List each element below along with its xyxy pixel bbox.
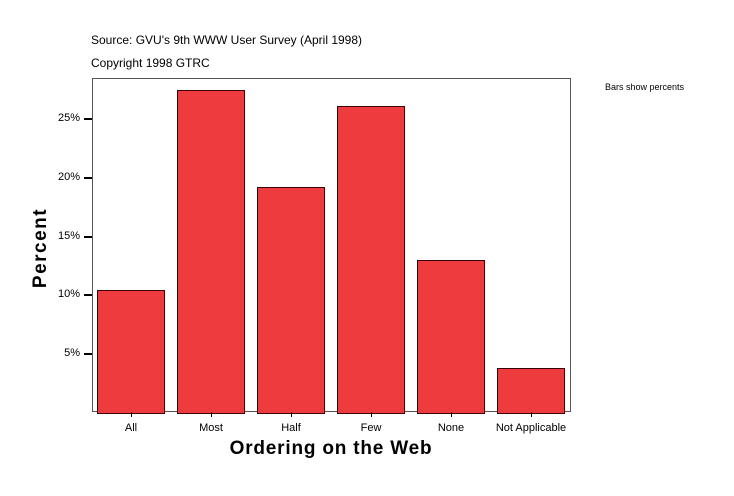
x-tick-label: None [437, 422, 465, 434]
x-tick-label: All [124, 422, 138, 434]
plot-area [92, 78, 571, 414]
x-tick [211, 412, 212, 417]
x-tick-label: Few [360, 422, 382, 434]
x-tick-label: Not Applicable [495, 422, 567, 434]
bars-note: Bars show percents [605, 82, 685, 92]
x-tick [531, 412, 532, 417]
x-axis-title: Ordering on the Web [229, 438, 433, 459]
y-tick [84, 118, 92, 120]
y-axis-title: Percent [30, 207, 51, 289]
bar-most [177, 89, 245, 414]
x-tick [131, 412, 132, 417]
bar-all [97, 289, 165, 414]
x-tick-label: Half [281, 422, 301, 434]
x-tick [291, 412, 292, 417]
y-tick-label: 20% [57, 171, 80, 183]
x-tick-label: Most [199, 422, 223, 434]
y-tick [84, 177, 92, 179]
y-tick-label: 5% [64, 347, 80, 359]
y-tick [84, 236, 92, 238]
y-tick [84, 294, 92, 296]
bar-none [417, 260, 485, 414]
source-caption: Source: GVU's 9th WWW User Survey (April… [91, 33, 363, 47]
bar-not-applicable [497, 368, 565, 414]
y-tick-label: 25% [57, 112, 80, 124]
y-tick-label: 15% [57, 230, 80, 242]
bar-half [257, 187, 325, 414]
x-tick [371, 412, 372, 417]
x-tick [451, 412, 452, 417]
copyright-caption: Copyright 1998 GTRC [91, 56, 210, 70]
y-tick [84, 353, 92, 355]
y-tick-label: 10% [57, 288, 80, 300]
bar-few [337, 106, 405, 414]
